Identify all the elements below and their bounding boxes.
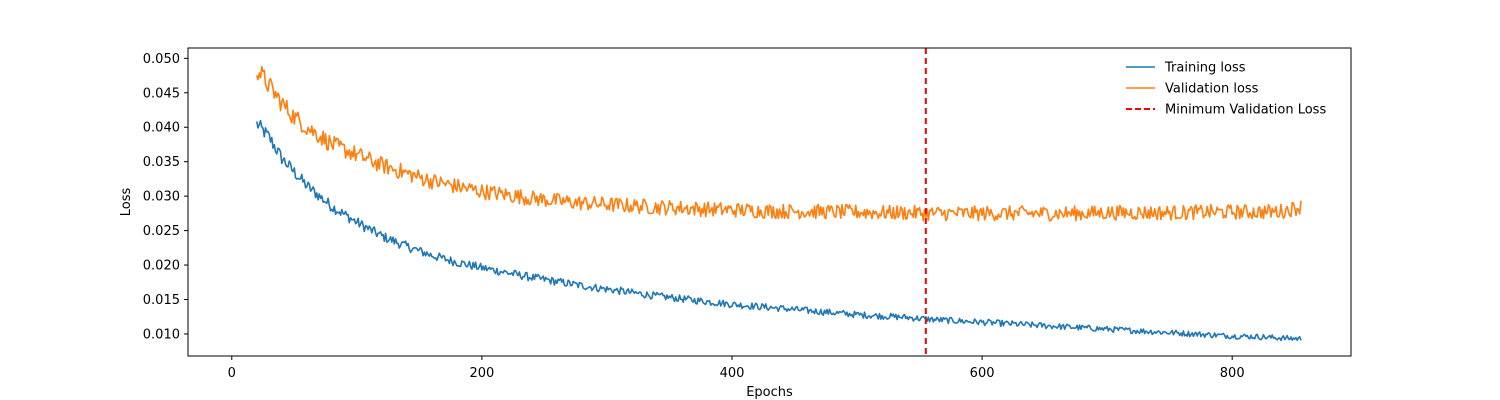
y-tick-label: 0.035 <box>143 155 180 170</box>
x-axis-ticks: 0 200 400 600 800 <box>228 356 1245 381</box>
y-tick-label: 0.045 <box>143 86 180 101</box>
y-axis-ticks: 0.010 0.015 0.020 0.025 0.030 0.035 0.040 0.045… <box>143 52 188 342</box>
y-tick-label: 0.025 <box>143 224 180 239</box>
y-tick-label: 0.015 <box>143 293 180 308</box>
y-tick-label: 0.030 <box>143 190 180 205</box>
validation-loss-line <box>256 66 1302 222</box>
x-tick-label: 600 <box>970 366 995 381</box>
plot-frame <box>187 47 1352 357</box>
y-tick-label: 0.020 <box>143 259 180 274</box>
x-tick-label: 0 <box>228 366 236 381</box>
x-tick-label: 400 <box>720 366 745 381</box>
plot-series <box>256 66 1302 342</box>
x-tick-label: 200 <box>469 366 494 381</box>
training-loss-line <box>256 119 1302 342</box>
legend: Training loss Validation loss Minimum Vali… <box>1126 61 1326 118</box>
legend-label: Minimum Validation Loss <box>1165 103 1326 118</box>
legend-label: Validation loss <box>1165 82 1259 97</box>
legend-label: Training loss <box>1164 61 1246 76</box>
x-tick-label: 800 <box>1220 366 1245 381</box>
y-tick-label: 0.050 <box>143 52 180 67</box>
x-axis-title: Epochs <box>746 385 793 400</box>
y-axis-title: Loss <box>119 188 134 217</box>
y-tick-label: 0.010 <box>143 327 180 342</box>
y-tick-label: 0.040 <box>143 121 180 136</box>
